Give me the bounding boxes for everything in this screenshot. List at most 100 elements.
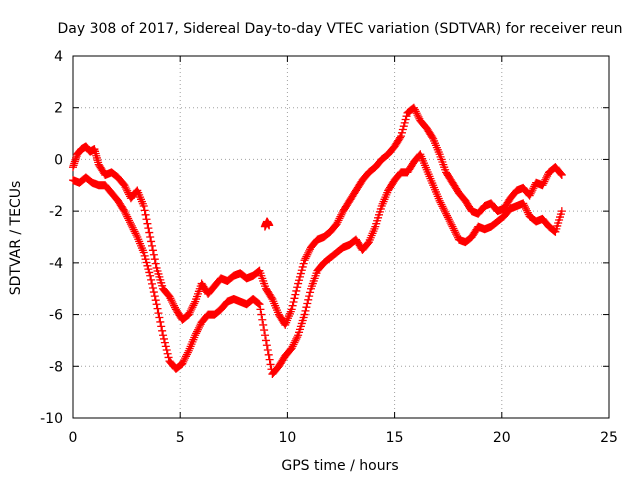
data-point-interp [140, 206, 149, 215]
data-point [261, 336, 270, 345]
data-point-interp [333, 218, 342, 227]
data-point-interp [188, 303, 197, 312]
y-tick-label: 4 [54, 49, 63, 65]
data-point-interp [144, 265, 153, 274]
data-point-interp [262, 341, 271, 350]
data-point [525, 191, 534, 200]
data-point-interp [155, 313, 164, 322]
data-point-interp [451, 228, 460, 237]
data-point-interp [148, 246, 157, 255]
data-point-interp [131, 229, 140, 238]
data-point [139, 248, 148, 257]
data-point-interp [265, 355, 274, 364]
data-point-interp [305, 247, 314, 256]
data-point-interp [151, 296, 160, 305]
data-point-interp [158, 326, 167, 335]
data-point-interp [182, 352, 191, 361]
data-point-interp [527, 187, 536, 196]
data-point-interp [302, 303, 311, 312]
data-point [126, 220, 135, 229]
data-point-interp [396, 133, 405, 142]
data-point-interp [189, 301, 198, 310]
x-tick-label: 25 [600, 430, 618, 446]
x-tick-label: 20 [493, 430, 511, 446]
data-point [332, 220, 341, 229]
data-point-interp [148, 241, 157, 250]
y-tick-label: 0 [54, 152, 63, 168]
data-point-interp [292, 286, 301, 295]
data-point-interp [541, 175, 550, 184]
data-point [255, 300, 264, 309]
data-point-interp [143, 219, 152, 228]
data-point-interp [446, 218, 455, 227]
y-tick-label: -4 [49, 256, 63, 272]
data-point-interp [399, 122, 408, 131]
data-point-interp [148, 279, 157, 288]
data-point-interp [522, 206, 531, 215]
data-point [448, 222, 457, 231]
data-point-interp [306, 288, 315, 297]
data-point-interp [301, 254, 310, 263]
data-point [557, 170, 566, 179]
data-point-interp [439, 204, 448, 213]
data-point-interp [288, 342, 297, 351]
data-point-interp [179, 357, 188, 366]
data-point-interp [254, 299, 263, 308]
data-point [120, 181, 129, 190]
data-point [146, 271, 155, 280]
data-point-interp [163, 349, 172, 358]
data-point-interp [450, 226, 459, 235]
data-point-interp [304, 295, 313, 304]
data-point-interp [288, 301, 297, 310]
data-point-interp [523, 208, 532, 217]
data-point-interp [123, 186, 132, 195]
y-tick-label: -2 [49, 204, 63, 220]
data-point-interp [149, 250, 158, 259]
data-point-interp [528, 186, 537, 195]
y-tick-label: -6 [49, 308, 63, 324]
data-point-interp [132, 231, 141, 240]
data-point-interp [168, 298, 177, 307]
y-tick-label: -10 [40, 411, 63, 427]
data-point-interp [442, 211, 451, 220]
x-tick-label: 0 [69, 430, 78, 446]
data-point-interp [147, 237, 156, 246]
data-point [538, 181, 547, 190]
data-point-interp [159, 334, 168, 343]
data-point-interp [543, 172, 552, 181]
data-point-interp [397, 128, 406, 137]
data-point-interp [556, 169, 565, 178]
data-point [287, 305, 296, 314]
data-point-interp [150, 292, 159, 301]
data-point-interp [441, 207, 450, 216]
data-point-interp [141, 210, 150, 219]
data-point-interp [144, 224, 153, 233]
data-point-interp [444, 215, 453, 224]
data-point-interp [296, 269, 305, 278]
data-point-interp [194, 323, 203, 332]
plot-frame [72, 55, 610, 419]
data-point [265, 221, 274, 230]
data-point-interp [140, 251, 149, 260]
data-point-interp [443, 213, 452, 222]
data-point-interp [185, 308, 194, 317]
data-point-interp [335, 214, 344, 223]
data-point-interp [445, 217, 454, 226]
data-point-interp [154, 309, 163, 318]
data-point-interp [398, 125, 407, 134]
data-point [442, 209, 451, 218]
data-point [519, 199, 528, 208]
data-point-interp [183, 348, 192, 357]
data-point-interp [400, 118, 409, 127]
data-point-interp [148, 283, 157, 292]
data-point-interp [253, 298, 262, 307]
data-point [557, 207, 566, 216]
data-point-interp [125, 218, 134, 227]
data-point-interp [182, 350, 191, 359]
data-point [409, 103, 418, 112]
data-point-interp [304, 248, 313, 257]
data-point-interp [539, 179, 548, 188]
data-point-interp [295, 276, 304, 285]
data-point-interp [293, 283, 302, 292]
